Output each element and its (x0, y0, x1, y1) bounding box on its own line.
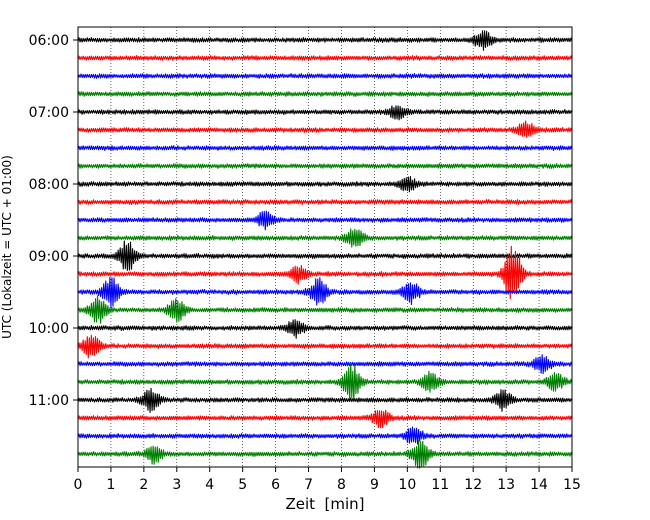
trace-0945 (77, 295, 573, 324)
trace-1130 (77, 426, 573, 445)
trace-0715 (77, 120, 573, 138)
x-tick-label: 8 (337, 477, 346, 493)
trace-1030 (77, 354, 573, 375)
trace-0900 (77, 240, 573, 271)
y-tick-label: 10:00 (29, 321, 69, 337)
trace-0630 (77, 72, 573, 79)
x-tick-label: 12 (464, 477, 482, 493)
trace-0915 (77, 245, 573, 300)
x-tick-label: 4 (205, 477, 214, 493)
x-tick-label: 9 (370, 477, 379, 493)
x-tick-label: 2 (139, 477, 148, 493)
axis-ticks: 0 1 2 3 4 5 6 7 8 9 10 11 12 13 14 1506:0007:0008:0009:… (29, 33, 581, 493)
trace-0745 (77, 162, 573, 169)
y-tick-label: 07:00 (29, 105, 69, 121)
trace-1100 (77, 387, 573, 414)
x-tick-label: 15 (563, 477, 581, 493)
trace-0930 (77, 276, 573, 309)
trace-1000 (77, 319, 573, 339)
x-tick-label: 11 (431, 477, 449, 493)
y-tick-label: 11:00 (29, 393, 69, 409)
trace-0815 (77, 199, 573, 205)
x-tick-label: 0 (74, 477, 83, 493)
trace-1015 (77, 334, 573, 359)
trace-0645 (77, 91, 573, 97)
trace-0615 (77, 55, 573, 61)
x-tick-label: 6 (271, 477, 280, 493)
trace-0730 (77, 145, 573, 152)
x-tick-label: 13 (497, 477, 515, 493)
trace-0845 (77, 228, 573, 248)
x-tick-label: 3 (172, 477, 181, 493)
x-tick-label: 5 (238, 477, 247, 493)
trace-0700 (77, 105, 573, 121)
seismic-traces (77, 30, 573, 469)
trace-0830 (77, 210, 573, 231)
plot-frame (77, 26, 573, 468)
trace-0800 (77, 176, 573, 193)
x-tick-label: 1 (106, 477, 115, 493)
x-axis-title: Zeit [min] (285, 495, 364, 513)
trace-1145 (77, 440, 573, 469)
y-tick-label: 09:00 (29, 249, 69, 265)
x-tick-label: 14 (530, 477, 548, 493)
y-axis-title: UTC (Lokalzeit = UTC + 01:00) (0, 155, 14, 339)
trace-1115 (77, 409, 573, 429)
x-tick-label: 7 (304, 477, 313, 493)
x-tick-label: 10 (398, 477, 416, 493)
y-tick-label: 08:00 (29, 177, 69, 193)
trace-0600 (77, 30, 573, 51)
y-tick-label: 06:00 (29, 33, 69, 49)
trace-1045 (77, 362, 573, 401)
